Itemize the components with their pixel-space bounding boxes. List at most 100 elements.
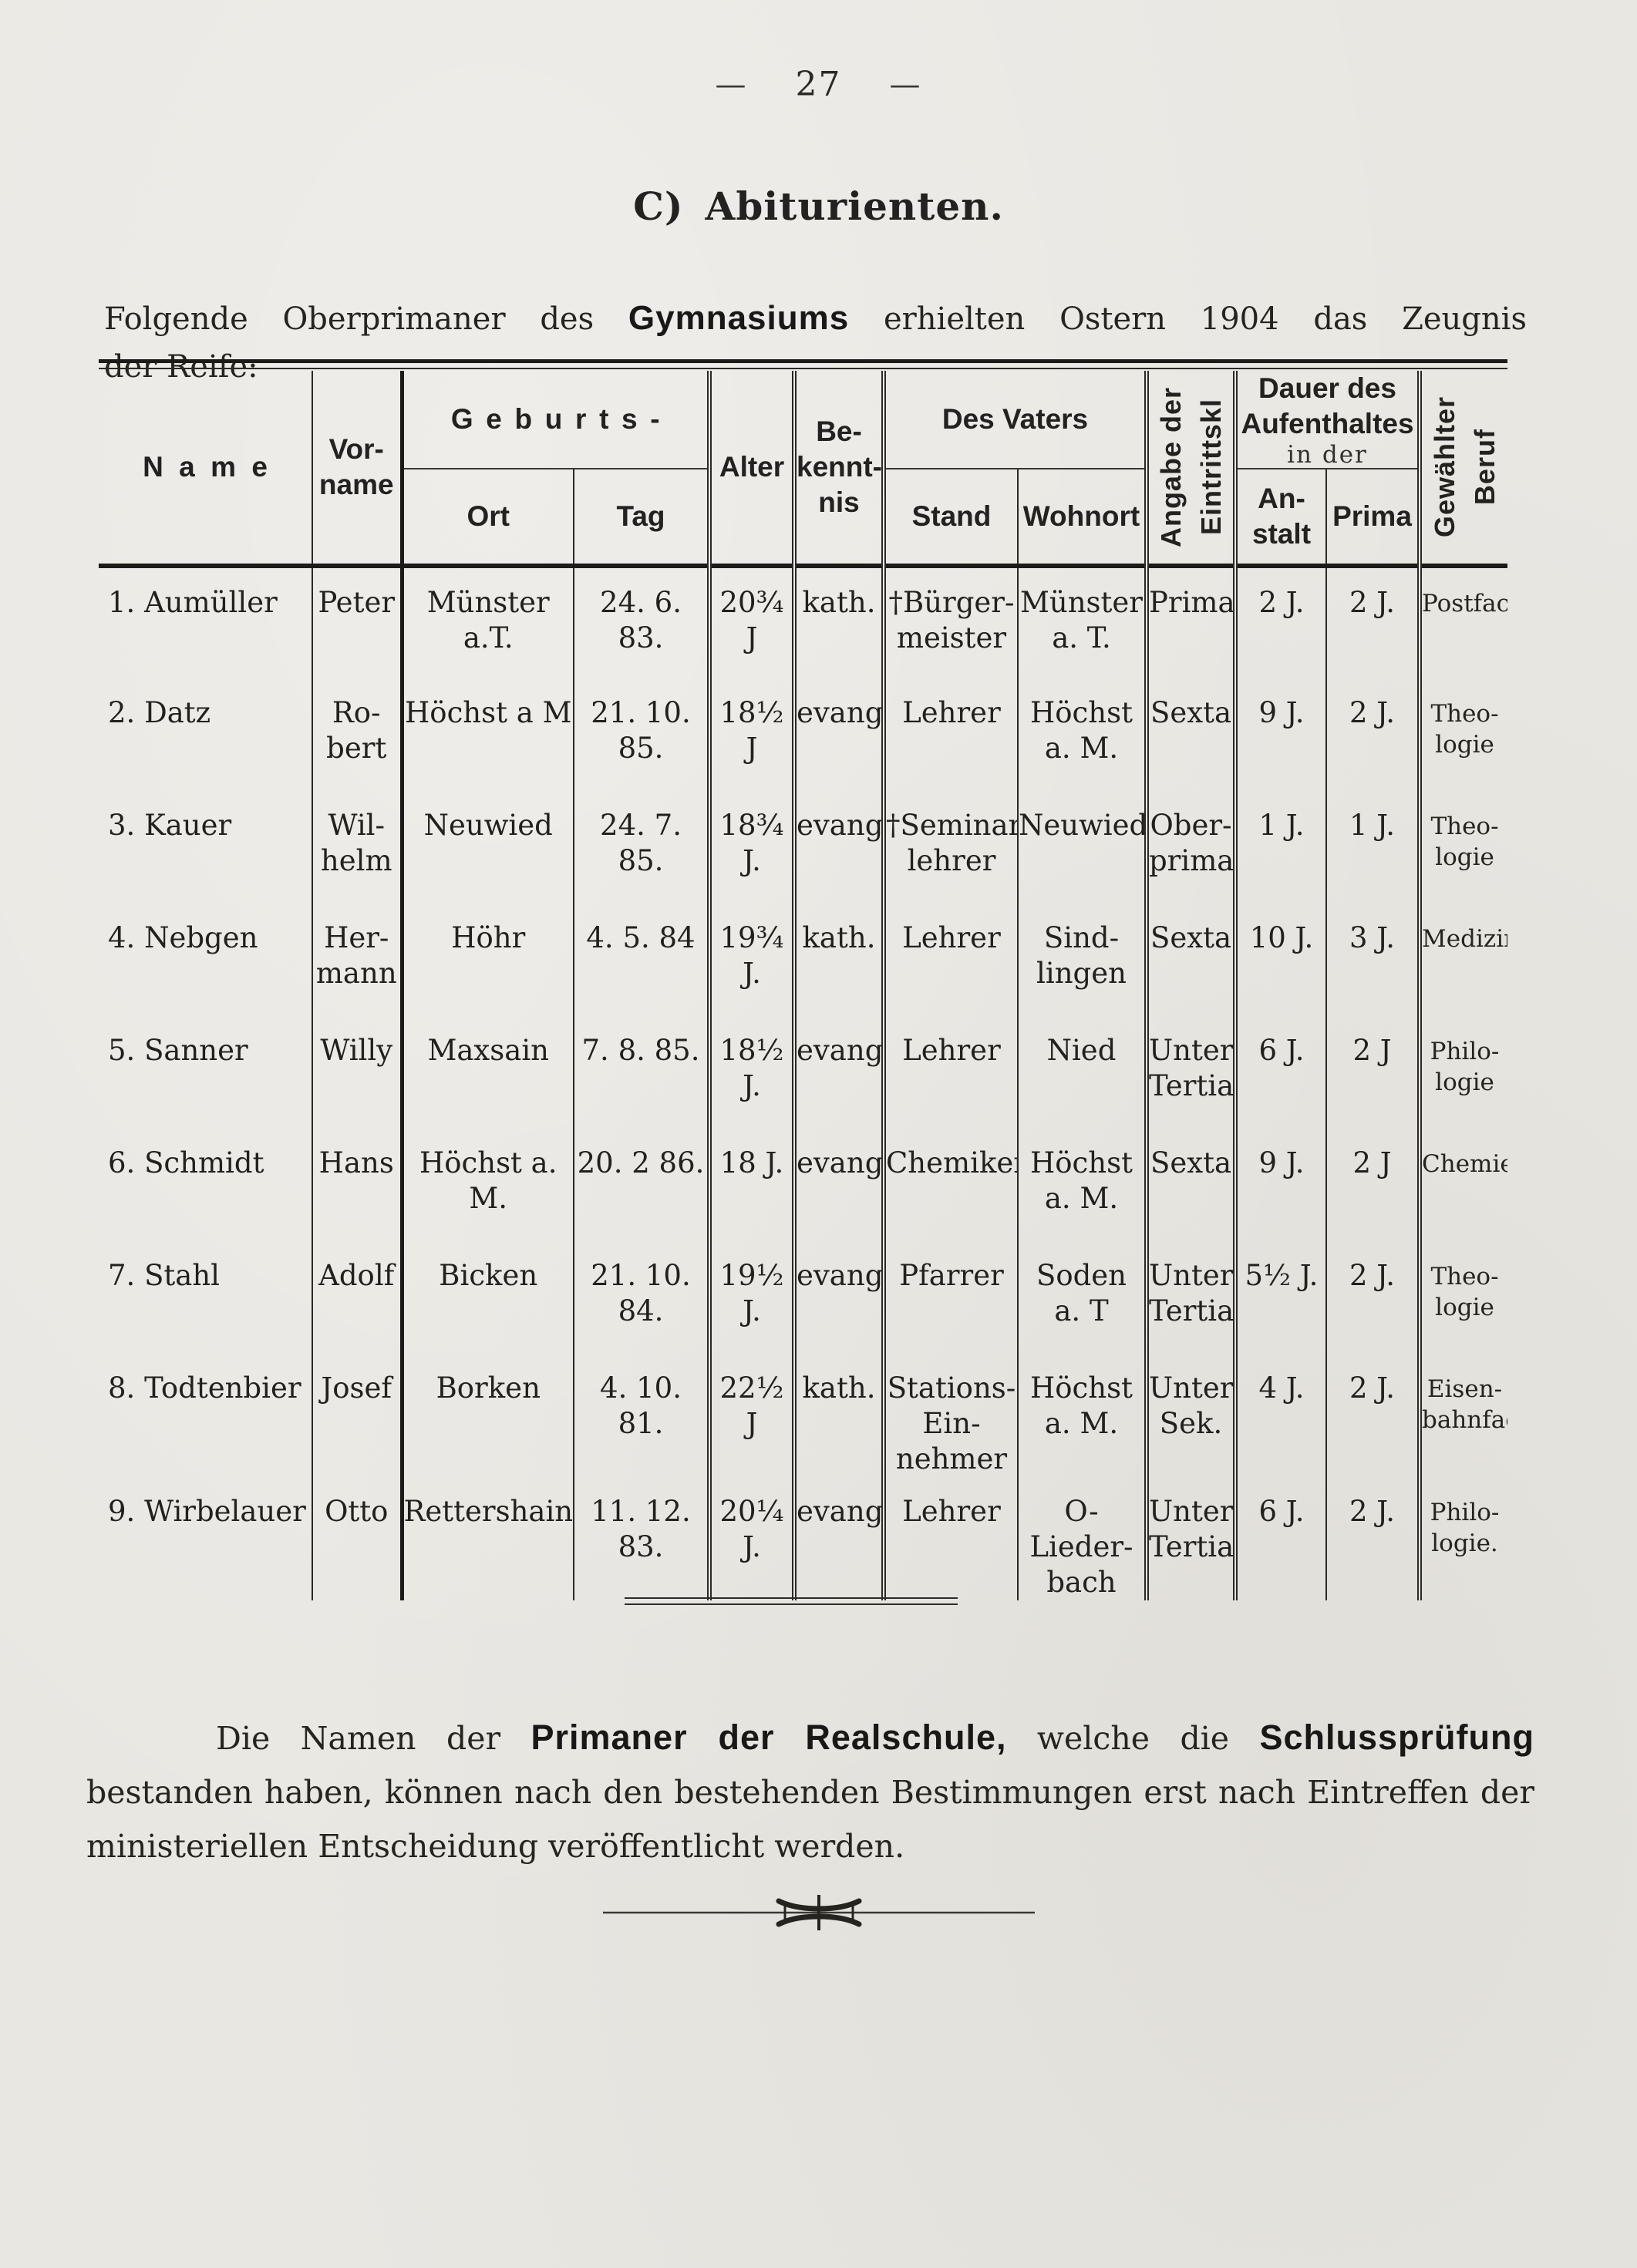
cell-vater-stand: †Seminar- lehrer	[881, 791, 1018, 903]
cell-eintrittsklasse: Prima	[1144, 566, 1235, 678]
cell-beruf: Eisen- bahnfach	[1417, 1354, 1508, 1477]
cell-alter: 20¼ J.	[707, 1477, 794, 1600]
cell-geburtstag: 4. 5. 84	[573, 903, 709, 1016]
section-heading: C) Abiturienten.	[0, 183, 1637, 229]
cell-eintrittsklasse: Unter- Tertia	[1144, 1241, 1235, 1354]
table-header: Name Vor- name Geburts- Alter Be- kennt-…	[99, 371, 1508, 568]
intro-bold-gymnasiums: Gymnasiums	[628, 299, 850, 337]
intro-text-1: Folgende Oberprimaner des	[104, 301, 628, 337]
cell-alter: 22½ J	[707, 1354, 794, 1477]
cell-vater-stand: †Bürger- meister	[881, 566, 1018, 678]
cell-geburtsort: Rettershain	[399, 1477, 574, 1600]
cell-bekenntnis: kath.	[792, 903, 884, 1016]
cell-eintrittsklasse: Sexta	[1144, 678, 1235, 791]
cell-vorname: Hans	[312, 1129, 402, 1241]
closing-bold-primaner: Primaner der Realschule,	[531, 1718, 1007, 1757]
cell-name: 3. Kauer	[108, 809, 232, 842]
cell-geburtstag: 24. 6. 83.	[573, 566, 709, 678]
cell-vater-wohnort: Neuwied	[1017, 791, 1147, 903]
cell-alter: 19½ J.	[707, 1241, 794, 1354]
cell-vater-stand: Stations- Ein- nehmer	[881, 1354, 1018, 1477]
table-body: 1. Aumüller Peter Münster a.T. 24. 6. 83…	[99, 566, 1508, 1600]
cell-geburtstag: 21. 10. 84.	[573, 1241, 709, 1354]
cell-vorname: Willy	[312, 1016, 402, 1129]
page-number-dash-right: —	[889, 66, 922, 103]
cell-name: 1. Aumüller	[108, 586, 278, 619]
cell-alter: 18¾ J.	[707, 791, 794, 903]
closing-bold-schlusspruefung: Schlussprüfung	[1259, 1718, 1534, 1757]
header-angabe-eintrittsklasse: Angabe der Eintrittskl	[1144, 371, 1235, 568]
cell-dauer-prima: 3 J.	[1325, 903, 1420, 1016]
cell-dauer-prima: 2 J.	[1325, 566, 1420, 678]
closing-text-2: welche die	[1006, 1720, 1260, 1757]
header-wohnort: Wohnort	[1017, 469, 1147, 568]
cell-dauer-anstalt: 6 J.	[1233, 1477, 1326, 1600]
header-angabe-eintrittsklasse-text: Angabe der Eintrittskl	[1154, 386, 1227, 548]
cell-bekenntnis: evang.	[792, 1129, 884, 1241]
cell-bekenntnis: evang.	[792, 791, 884, 903]
header-bekenntnis: Be- kennt- nis	[792, 371, 884, 568]
cell-dauer-anstalt: 2 J.	[1233, 566, 1326, 678]
intro-text-2: erhielten Ostern 1904 das Zeugnis	[849, 301, 1527, 337]
cell-dauer-prima: 2 J.	[1325, 678, 1420, 791]
cell-dauer-prima: 1 J.	[1325, 791, 1420, 903]
cell-name: 2. Datz	[108, 696, 211, 729]
header-name: Name	[99, 371, 312, 568]
cell-geburtstag: 7. 8. 85.	[573, 1016, 709, 1129]
header-prima: Prima	[1325, 469, 1420, 568]
cell-vater-wohnort: Höchst a. M.	[1017, 1129, 1147, 1241]
cell-dauer-anstalt: 9 J.	[1233, 678, 1326, 791]
section-heading-text: Abiturienten.	[705, 183, 1004, 229]
table-row: 7. Stahl Adolf Bicken 21. 10. 84. 19½ J.…	[99, 1241, 1508, 1354]
cell-vater-wohnort: Sind- lingen	[1017, 903, 1147, 1016]
cell-geburtsort: Höhr	[399, 903, 574, 1016]
cell-beruf: Postfach	[1417, 566, 1508, 678]
cell-vater-stand: Lehrer	[881, 678, 1018, 791]
cell-bekenntnis: kath.	[792, 1354, 884, 1477]
cell-dauer-prima: 2 J.	[1325, 1477, 1420, 1600]
cell-geburtstag: 24. 7. 85.	[573, 791, 709, 903]
cell-vater-wohnort: Soden a. T	[1017, 1241, 1147, 1354]
cell-eintrittsklasse: Unter- Tertia	[1144, 1016, 1235, 1129]
header-alter: Alter	[707, 371, 794, 568]
cell-vater-wohnort: Münster a. T.	[1017, 566, 1147, 678]
cell-vater-stand: Pfarrer	[881, 1241, 1018, 1354]
cell-eintrittsklasse: Sexta	[1144, 903, 1235, 1016]
intro-paragraph: Folgende Oberprimaner des Gymnasiums erh…	[104, 294, 1527, 391]
cell-bekenntnis: evang.	[792, 1477, 884, 1600]
cell-dauer-prima: 2 J	[1325, 1129, 1420, 1241]
cell-beruf: Philo- logie	[1417, 1016, 1508, 1129]
cell-dauer-anstalt: 4 J.	[1233, 1354, 1326, 1477]
cell-vorname: Peter	[312, 566, 402, 678]
table-end-rule	[625, 1597, 958, 1605]
cell-alter: 20¾ J	[707, 566, 794, 678]
cell-alter: 19¾ J.	[707, 903, 794, 1016]
header-dauer-group: Dauer des Aufenthaltes in der	[1232, 371, 1420, 469]
cell-geburtsort: Bicken	[399, 1241, 574, 1354]
cell-geburtstag: 4. 10. 81.	[573, 1354, 709, 1477]
cell-dauer-anstalt: 5½ J.	[1233, 1241, 1326, 1354]
cell-bekenntnis: evang.	[792, 1241, 884, 1354]
closing-paragraph: Die Namen der Primaner der Realschule, w…	[86, 1711, 1534, 1873]
cell-beruf: Chemie	[1417, 1129, 1508, 1241]
header-gewaehlter-beruf-text: Gewählter Beruf	[1428, 396, 1501, 538]
table-row: 3. Kauer Wil- helm Neuwied 24. 7. 85. 18…	[99, 791, 1508, 903]
cell-beruf: Theo- logie	[1417, 1241, 1508, 1354]
cell-alter: 18½ J.	[707, 1016, 794, 1129]
cell-dauer-prima: 2 J.	[1325, 1241, 1420, 1354]
table-row: 1. Aumüller Peter Münster a.T. 24. 6. 83…	[99, 566, 1508, 678]
header-anstalt: An- stalt	[1233, 469, 1326, 568]
cell-geburtsort: Höchst a. M.	[399, 1129, 574, 1241]
cell-vorname: Josef	[312, 1354, 402, 1477]
cell-name: 7. Stahl	[108, 1259, 221, 1292]
cell-dauer-anstalt: 1 J.	[1233, 791, 1326, 903]
cell-beruf: Theo- logie	[1417, 791, 1508, 903]
cell-beruf: Philo- logie.	[1417, 1477, 1508, 1600]
table-row: 6. Schmidt Hans Höchst a. M. 20. 2 86. 1…	[99, 1129, 1508, 1241]
cell-bekenntnis: evang	[792, 1016, 884, 1129]
cell-name: 6. Schmidt	[108, 1146, 264, 1179]
table-top-rule	[99, 359, 1507, 369]
cell-vorname: Adolf	[312, 1241, 402, 1354]
table-row: 9. Wirbelauer Otto Rettershain 11. 12. 8…	[99, 1477, 1508, 1600]
